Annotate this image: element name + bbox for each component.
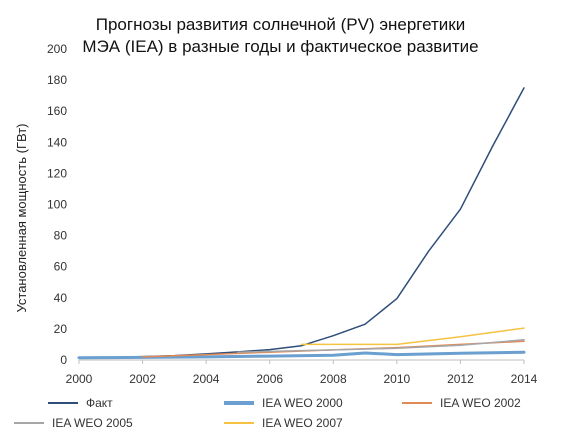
legend-label-weo-2007: IEA WEO 2007 (262, 416, 343, 430)
legend-swatch-weo-2000 (224, 401, 254, 405)
y-tick-label: 180 (47, 73, 67, 87)
legend-label-weo-2002: IEA WEO 2002 (440, 396, 521, 410)
x-tick-label: 2002 (129, 372, 156, 386)
legend-item-fakt: Факт (48, 396, 113, 410)
y-tick-label: 200 (47, 42, 67, 56)
x-tick-label: 2004 (193, 372, 220, 386)
y-tick-label: 60 (54, 260, 68, 274)
legend-swatch-weo-2005 (14, 422, 44, 424)
series-line-1 (77, 350, 526, 360)
y-tick-label: 40 (54, 291, 68, 305)
legend-item-weo-2007: IEA WEO 2007 (224, 416, 343, 430)
x-tick-label: 2012 (447, 372, 474, 386)
series-line-0 (78, 87, 525, 359)
y-tick-label: 140 (47, 135, 67, 149)
y-tick-label: 0 (60, 353, 67, 367)
y-tick-label: 160 (47, 104, 67, 118)
legend-swatch-fakt (48, 402, 78, 404)
legend-item-weo-2002: IEA WEO 2002 (402, 396, 521, 410)
chart-series (77, 87, 526, 360)
chart-axes: 0 20 40 60 80 100 120 140 160 180 200 2000 2002 2004 2… (47, 42, 538, 386)
series-line-4 (300, 327, 525, 346)
series-line-3 (237, 339, 525, 353)
chart-title-line-1: Прогнозы развития солнечной (PV) энергет… (95, 15, 466, 34)
y-tick-label: 100 (47, 198, 67, 212)
legend-item-weo-2000: IEA WEO 2000 (224, 396, 343, 410)
y-axis-label: Установленная мощность (ГВт) (14, 123, 29, 312)
y-tick-label: 80 (54, 229, 68, 243)
legend-label-fakt: Факт (86, 396, 113, 410)
chart-title: Прогнозы развития солнечной (PV) энергет… (0, 14, 561, 58)
legend-swatch-weo-2007 (224, 422, 254, 424)
y-tick-label: 20 (54, 322, 68, 336)
legend-swatch-weo-2002 (402, 402, 432, 404)
legend-label-weo-2005: IEA WEO 2005 (52, 416, 133, 430)
x-tick-label: 2008 (320, 372, 347, 386)
x-tick-label: 2010 (384, 372, 411, 386)
legend-label-weo-2000: IEA WEO 2000 (262, 396, 343, 410)
chart-title-line-2: МЭА (IEA) в разные годы и фактическое ра… (82, 37, 479, 56)
x-tick-label: 2000 (66, 372, 93, 386)
y-tick-label: 120 (47, 166, 67, 180)
x-tick-label: 2006 (256, 372, 283, 386)
x-tick-label: 2014 (511, 372, 538, 386)
legend-item-weo-2005: IEA WEO 2005 (14, 416, 133, 430)
